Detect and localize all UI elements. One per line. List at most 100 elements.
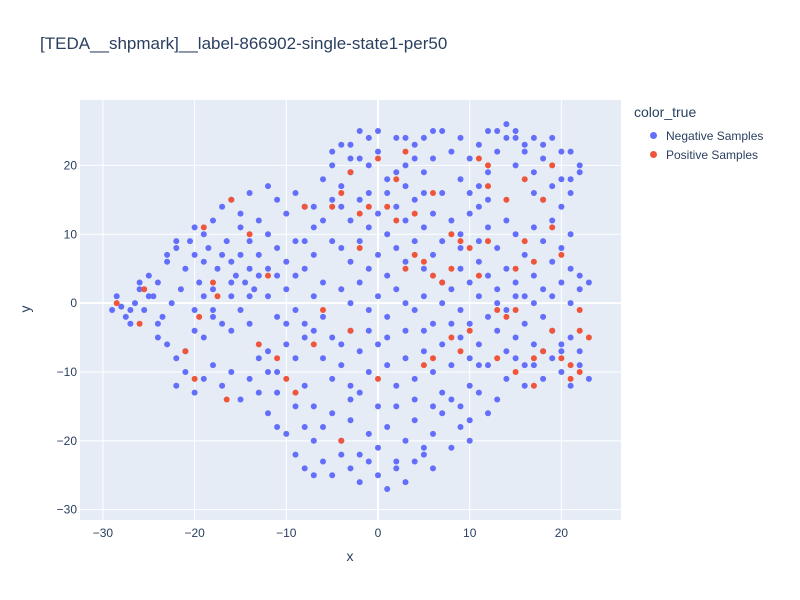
positive-sample-point	[576, 307, 583, 313]
negative-sample-point	[173, 355, 180, 362]
positive-sample-point	[494, 307, 501, 313]
negative-sample-point	[182, 369, 189, 375]
negative-sample-point	[200, 258, 207, 265]
negative-sample-point	[141, 307, 148, 313]
negative-sample-point	[393, 458, 400, 465]
positive-sample-point	[255, 341, 262, 348]
positive-sample-point	[540, 196, 547, 203]
positive-sample-point	[448, 334, 455, 341]
positive-sample-point	[549, 162, 556, 169]
negative-sample-point	[420, 451, 427, 458]
negative-sample-point	[347, 141, 354, 148]
negative-sample-point	[448, 444, 455, 451]
negative-sample-point	[402, 217, 409, 224]
negative-sample-point	[329, 196, 336, 203]
negative-sample-point	[448, 362, 455, 369]
negative-sample-point	[246, 265, 253, 272]
positive-sample-point	[338, 437, 345, 444]
positive-sample-point	[347, 169, 354, 176]
positive-sample-point	[223, 396, 230, 403]
positive-sample-point	[448, 265, 455, 272]
negative-sample-point	[310, 224, 317, 231]
negative-sample-point	[301, 424, 308, 430]
negative-sample-point	[301, 334, 308, 341]
negative-sample-point	[338, 183, 345, 190]
positive-sample-point	[530, 382, 537, 389]
negative-sample-point	[402, 162, 409, 169]
negative-sample-point	[246, 293, 253, 300]
negative-sample-point	[329, 375, 336, 382]
negative-sample-point	[558, 203, 565, 210]
positive-sample-point	[411, 251, 418, 258]
positive-sample-point	[485, 238, 491, 245]
positive-sample-point	[320, 307, 326, 313]
negative-sample-point	[292, 307, 299, 313]
negative-sample-point	[365, 190, 372, 196]
negative-sample-point	[558, 279, 565, 286]
legend-item-positive[interactable]: Positive Samples	[634, 145, 763, 164]
negative-sample-point	[320, 355, 326, 362]
positive-sample-point	[375, 155, 381, 162]
negative-sample-point	[457, 307, 464, 313]
negative-sample-point	[475, 293, 482, 300]
negative-sample-point	[301, 320, 308, 327]
negative-sample-point	[430, 251, 436, 258]
negative-sample-point	[540, 286, 547, 293]
negative-sample-point	[475, 258, 482, 265]
negative-sample-point	[402, 300, 409, 307]
negative-sample-point	[485, 313, 491, 320]
negative-sample-point	[393, 245, 400, 251]
negative-sample-point	[503, 307, 510, 313]
negative-sample-point	[274, 424, 281, 430]
negative-sample-point	[512, 334, 519, 341]
negative-sample-point	[320, 313, 326, 320]
negative-sample-point	[420, 293, 427, 300]
negative-sample-point	[320, 217, 326, 224]
negative-sample-point	[310, 403, 317, 410]
positive-sample-point	[292, 389, 299, 396]
positive-sample-point	[512, 369, 519, 375]
negative-sample-point	[503, 134, 510, 141]
positive-sample-point	[567, 362, 574, 369]
negative-sample-point	[466, 437, 473, 444]
positive-sample-point	[567, 375, 574, 382]
negative-sample-point	[246, 238, 253, 245]
negative-sample-point	[187, 238, 193, 245]
negative-sample-point	[558, 341, 565, 348]
positive-sample-point	[485, 162, 491, 169]
negative-sample-point	[329, 238, 336, 245]
negative-sample-point	[420, 265, 427, 272]
negative-sample-point	[420, 134, 427, 141]
negative-sample-point	[255, 355, 262, 362]
negative-sample-point	[521, 293, 528, 300]
negative-sample-point	[365, 265, 372, 272]
positive-sample-point	[494, 355, 501, 362]
positive-sample-point	[585, 334, 592, 341]
positive-sample-point	[475, 155, 482, 162]
positive-sample-point	[558, 251, 565, 258]
negative-sample-point	[292, 403, 299, 410]
negative-sample-point	[219, 382, 226, 389]
negative-sample-point	[457, 231, 464, 238]
legend-label-negative: Negative Samples	[666, 128, 764, 143]
negative-sample-point	[439, 300, 446, 307]
legend-item-negative[interactable]: Negative Samples	[634, 126, 763, 145]
negative-sample-point	[494, 396, 501, 403]
positive-sample-point	[310, 341, 317, 348]
negative-sample-point	[411, 307, 418, 313]
x-tick-label: −10	[276, 526, 297, 540]
negative-sample-point	[145, 293, 152, 300]
negative-sample-point	[200, 334, 207, 341]
negative-sample-point	[393, 286, 400, 293]
negative-sample-point	[521, 251, 528, 258]
negative-sample-point	[310, 472, 317, 479]
negative-sample-point	[265, 410, 271, 417]
negative-sample-point	[503, 375, 510, 382]
negative-sample-point	[365, 369, 372, 375]
negative-sample-point	[182, 265, 189, 272]
negative-sample-point	[118, 303, 125, 310]
negative-sample-point	[237, 224, 244, 231]
negative-sample-point	[576, 362, 583, 369]
negative-sample-point	[494, 327, 501, 334]
negative-sample-point	[430, 210, 436, 217]
